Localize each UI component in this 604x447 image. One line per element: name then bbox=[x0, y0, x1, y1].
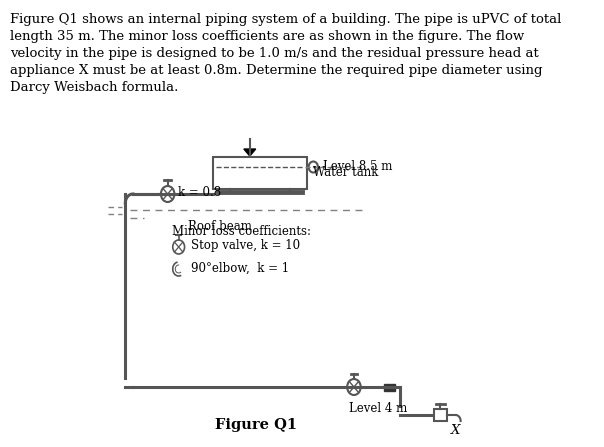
Text: Level 4 m: Level 4 m bbox=[349, 402, 407, 416]
Bar bbox=[384, 384, 394, 391]
Text: 90°elbow,  k = 1: 90°elbow, k = 1 bbox=[190, 261, 289, 274]
Text: Figure Q1: Figure Q1 bbox=[214, 418, 297, 432]
Text: k = 0.8: k = 0.8 bbox=[178, 186, 221, 198]
Text: Level 8.5 m: Level 8.5 m bbox=[324, 160, 393, 173]
Text: Darcy Weisbach formula.: Darcy Weisbach formula. bbox=[10, 81, 179, 94]
Text: appliance X must be at least 0.8m. Determine the required pipe diameter using: appliance X must be at least 0.8m. Deter… bbox=[10, 64, 542, 77]
Bar bbox=[434, 409, 447, 421]
Text: Stop valve, k = 10: Stop valve, k = 10 bbox=[190, 240, 300, 253]
Polygon shape bbox=[244, 149, 255, 156]
Text: Roof beam: Roof beam bbox=[188, 220, 252, 233]
Text: X: X bbox=[451, 425, 460, 438]
Text: velocity in the pipe is designed to be 1.0 m/s and the residual pressure head at: velocity in the pipe is designed to be 1… bbox=[10, 47, 539, 60]
Text: Minor loss coefficients:: Minor loss coefficients: bbox=[172, 225, 311, 238]
Text: length 35 m. The minor loss coefficients are as shown in the figure. The flow: length 35 m. The minor loss coefficients… bbox=[10, 30, 524, 43]
Text: Water tank: Water tank bbox=[313, 166, 379, 180]
Text: Figure Q1 shows an internal piping system of a building. The pipe is uPVC of tot: Figure Q1 shows an internal piping syste… bbox=[10, 13, 562, 26]
